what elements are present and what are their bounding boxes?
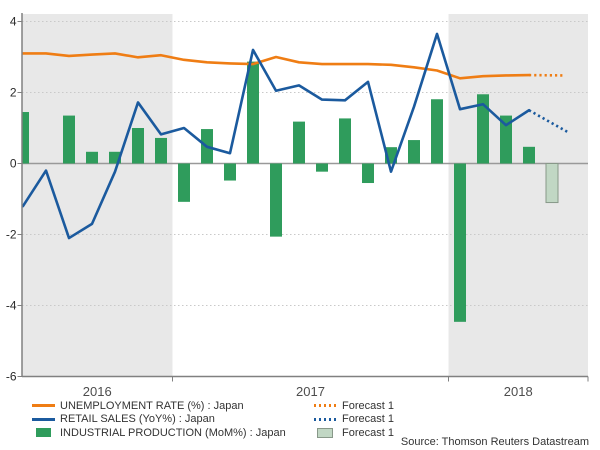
bar bbox=[339, 118, 351, 164]
bar bbox=[22, 112, 29, 164]
legend-item: Forecast 1 bbox=[313, 426, 394, 440]
legend-swatch-slot bbox=[313, 417, 337, 421]
legend-item: Forecast 1 bbox=[313, 413, 394, 427]
forecast-line bbox=[528, 109, 569, 134]
industrial-production-bars bbox=[22, 61, 559, 322]
y-tick-label: -6 bbox=[6, 370, 17, 384]
bar bbox=[293, 121, 305, 164]
y-tick-label: 0 bbox=[10, 157, 17, 171]
year-shading-bands bbox=[22, 14, 588, 377]
legend-dotted-swatch bbox=[313, 404, 337, 408]
bar bbox=[178, 163, 190, 202]
legend-label: Forecast 1 bbox=[342, 399, 394, 412]
legend-swatch-slot bbox=[31, 428, 55, 438]
year-band bbox=[22, 14, 173, 377]
bar bbox=[247, 61, 259, 164]
legend-swatch-slot bbox=[31, 404, 55, 408]
bar bbox=[86, 151, 98, 164]
y-tick-label: 2 bbox=[10, 86, 17, 100]
x-year-label: 2016 bbox=[83, 384, 112, 399]
legend-item: UNEMPLOYMENT RATE (%) : Japan bbox=[31, 399, 286, 413]
axis-labels: 4 2 0 -2 -4 -6 2016 2017 2018 bbox=[6, 15, 533, 400]
legend-label: INDUSTRIAL PRODUCTION (MoM%) : Japan bbox=[60, 426, 286, 439]
legend-label: Forecast 1 bbox=[342, 413, 394, 426]
legend-item: Forecast 1 bbox=[313, 399, 394, 413]
source-attribution: Source: Thomson Reuters Datastream bbox=[400, 436, 589, 448]
x-year-label: 2018 bbox=[504, 384, 533, 399]
legend-forecasts: Forecast 1 Forecast 1 Forecast 1 bbox=[313, 399, 394, 440]
legend-label: Forecast 1 bbox=[342, 426, 394, 439]
bar bbox=[500, 115, 512, 164]
bar bbox=[109, 151, 121, 164]
axes bbox=[17, 13, 589, 382]
legend-forecast-box-swatch bbox=[317, 427, 333, 438]
chart-plot-area: 4 2 0 -2 -4 -6 2016 2017 2018 bbox=[6, 13, 589, 400]
legend-series: UNEMPLOYMENT RATE (%) : Japan RETAIL SALE… bbox=[31, 399, 286, 440]
legend-line-swatch bbox=[31, 417, 55, 421]
legend-item: RETAIL SALES (YoY%) : Japan bbox=[31, 413, 286, 427]
x-year-label: 2017 bbox=[296, 384, 325, 399]
legend-swatch-slot bbox=[31, 417, 55, 421]
legend-label: RETAIL SALES (YoY%) : Japan bbox=[60, 413, 215, 426]
legend-label: UNEMPLOYMENT RATE (%) : Japan bbox=[60, 399, 244, 412]
forecast-bar bbox=[545, 163, 559, 204]
bar bbox=[431, 99, 443, 164]
series-lines bbox=[21, 32, 569, 240]
legend-dotted-swatch bbox=[313, 417, 337, 421]
bar bbox=[523, 146, 535, 164]
bar bbox=[477, 94, 489, 164]
legend-swatch-slot bbox=[313, 427, 337, 438]
legend-item: INDUSTRIAL PRODUCTION (MoM%) : Japan bbox=[31, 426, 286, 440]
bar bbox=[408, 140, 420, 164]
bar bbox=[270, 163, 282, 237]
legend-swatch-slot bbox=[313, 404, 337, 408]
bar bbox=[454, 163, 466, 322]
bar bbox=[316, 163, 328, 172]
y-tick-label: -2 bbox=[6, 228, 17, 242]
series-line bbox=[21, 32, 531, 240]
y-tick-label: -4 bbox=[6, 299, 17, 313]
year-band bbox=[448, 14, 588, 377]
legend-box-swatch bbox=[35, 428, 51, 438]
y-tick-label: 4 bbox=[10, 15, 17, 29]
series-line bbox=[21, 52, 531, 80]
bar bbox=[63, 115, 75, 164]
bar bbox=[155, 137, 167, 164]
bar bbox=[224, 163, 236, 181]
bar bbox=[132, 128, 144, 164]
legend-line-swatch bbox=[31, 404, 55, 408]
bar bbox=[362, 163, 374, 184]
